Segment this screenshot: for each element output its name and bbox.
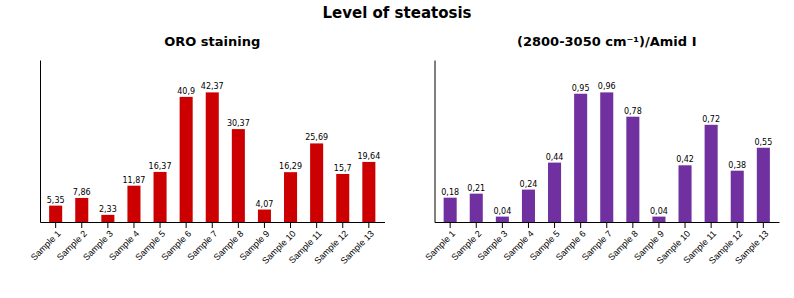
data-label: 0,04 [650, 207, 668, 216]
y-axis [435, 61, 436, 223]
tick-mark [368, 222, 369, 228]
tick-mark [711, 222, 712, 228]
bar [310, 143, 323, 222]
bar [180, 97, 193, 222]
data-label: 0,18 [441, 188, 459, 197]
tick: Sample 13 [733, 222, 770, 266]
bar [731, 171, 744, 222]
tick-mark [212, 222, 213, 228]
data-label: 40,9 [177, 87, 195, 96]
axis-line [40, 61, 41, 223]
data-label: 19,64 [357, 152, 380, 161]
bar [75, 198, 88, 222]
tick-mark [81, 222, 82, 228]
data-label: 16,29 [279, 162, 302, 171]
data-label: 0,21 [467, 184, 485, 193]
data-label: 5,35 [47, 196, 65, 205]
bar [284, 172, 297, 222]
tick: Sample 13 [338, 222, 375, 266]
chart: Level of steatosis ORO staining 5,35 7,86 2,… [0, 0, 794, 298]
bar [127, 186, 140, 222]
y-axis [40, 61, 41, 223]
tick-mark [658, 222, 659, 228]
bars [49, 92, 375, 222]
data-label: 0,44 [546, 153, 564, 162]
tick-mark [606, 222, 607, 228]
x-axis: Sample 1Sample 2Sample 3Sample 4Sample 5… [423, 222, 779, 266]
bar [652, 217, 665, 222]
x-axis: Sample 1Sample 2Sample 3Sample 4Sample 5… [29, 222, 385, 266]
data-label: 2,33 [99, 205, 117, 214]
bar [574, 94, 587, 222]
tick-mark [450, 222, 451, 228]
panel: ORO staining 5,35 7,86 2,33 11,8716,37 40,9 42… [29, 34, 385, 266]
bar [600, 92, 613, 222]
bar [679, 165, 692, 222]
bar [362, 162, 375, 222]
tick-mark [133, 222, 134, 228]
tick-mark [763, 222, 764, 228]
tick-mark [554, 222, 555, 228]
tick-mark [160, 222, 161, 228]
data-label: 42,37 [201, 82, 224, 91]
tick-mark [580, 222, 581, 228]
tick-mark [316, 222, 317, 228]
tick-mark [476, 222, 477, 228]
tick-mark [342, 222, 343, 228]
bar [232, 129, 245, 222]
tick-mark [737, 222, 738, 228]
bar [522, 190, 535, 222]
data-label: 0,38 [728, 161, 746, 170]
tick-mark [107, 222, 108, 228]
data-label: 0,72 [702, 115, 720, 124]
data-label: 4,07 [256, 200, 274, 209]
data-label: 0,95 [572, 84, 590, 93]
data-label: 0,55 [754, 138, 772, 147]
data-label: 7,86 [73, 188, 91, 197]
panel: (2800-3050 cm⁻¹)/Amid I0,180,210,040,240… [423, 34, 779, 266]
data-labels: 5,35 7,86 2,33 11,8716,37 40,9 42,37 30,37 4,07… [47, 82, 381, 213]
data-label: 11,87 [123, 176, 146, 185]
tick-label: Sample 13 [733, 228, 770, 265]
tick-mark [55, 222, 56, 228]
data-label: 0,24 [520, 180, 538, 189]
tick-mark [528, 222, 529, 228]
bar [470, 194, 483, 222]
data-label: 0,78 [624, 107, 642, 116]
tick-mark [186, 222, 187, 228]
subtitle: ORO staining [164, 34, 260, 49]
tick-mark [632, 222, 633, 228]
tick-mark [290, 222, 291, 228]
bar [757, 148, 770, 222]
data-label: 15,7 [334, 164, 352, 173]
tick-mark [238, 222, 239, 228]
data-label: 0,96 [598, 82, 616, 91]
bar [444, 198, 457, 222]
bar [49, 206, 62, 222]
data-label: 0,42 [676, 155, 694, 164]
bars [444, 92, 770, 222]
tick-mark [685, 222, 686, 228]
axis-line [435, 61, 436, 223]
data-label: 30,37 [227, 119, 250, 128]
data-label: 25,69 [305, 133, 328, 142]
data-labels: 0,18 0,21 0,04 0,24 0,44 0,95 0,96 0,78 0,04 0,42… [441, 82, 772, 215]
title: Level of steatosis [323, 4, 472, 22]
bar [548, 163, 561, 222]
tick-label: Sample 13 [338, 228, 375, 265]
bar [258, 210, 271, 222]
tick-mark [502, 222, 503, 228]
data-label: 16,37 [149, 162, 172, 171]
data-label: 0,04 [493, 207, 511, 216]
bar [206, 92, 219, 222]
subtitle: (2800-3050 cm⁻¹)/Amid I [517, 34, 696, 49]
bar [336, 174, 349, 222]
bar [705, 125, 718, 222]
bar [154, 172, 167, 222]
bar [101, 215, 114, 222]
bar [496, 217, 509, 222]
bar [626, 117, 639, 222]
tick-mark [264, 222, 265, 228]
